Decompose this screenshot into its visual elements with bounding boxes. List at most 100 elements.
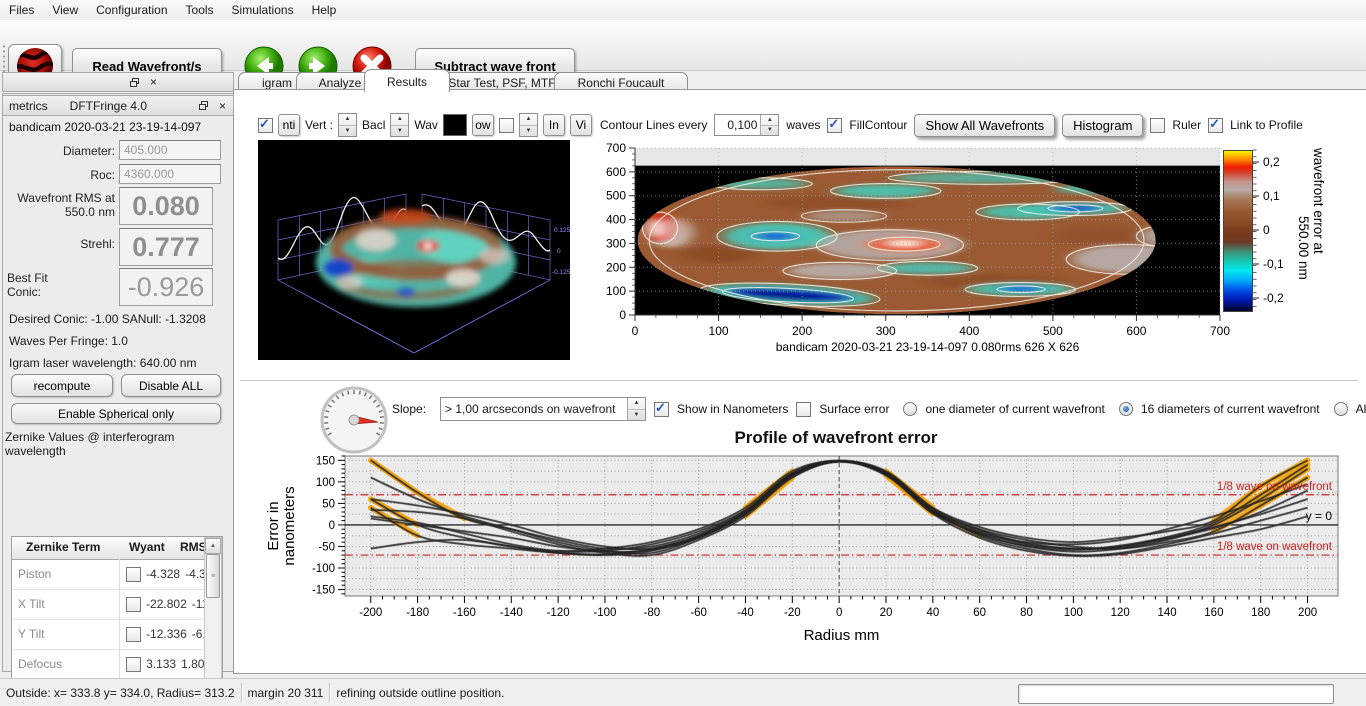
- histogram-button[interactable]: Histogram: [1062, 114, 1143, 137]
- colorbar-axis: 0,20,10-0,1-0,2: [1253, 140, 1301, 340]
- zernike-term-label: Defocus: [12, 649, 120, 679]
- wave-color-swatch[interactable]: [443, 114, 467, 136]
- surface3d-checkbox-1[interactable]: [258, 118, 273, 133]
- surface3d-button-3[interactable]: In: [543, 114, 565, 136]
- y0-label: y = 0: [1306, 509, 1333, 523]
- status-message: refining outside outline position.: [336, 686, 504, 700]
- scroll-up-arrow-icon[interactable]: ▲: [205, 538, 221, 554]
- colorbar-title: wavefront error at550.00 nm: [1296, 148, 1326, 348]
- surface3d-button-1[interactable]: nti: [278, 114, 300, 136]
- zernike-caption: Zernike Values @ interferogram wavelengt…: [5, 430, 233, 458]
- disable-all-button[interactable]: Disable ALL: [121, 374, 221, 397]
- roc-field[interactable]: 4360.000: [119, 164, 221, 184]
- diameter-label: Diameter:: [7, 144, 115, 158]
- zernike-rms-value: -6.1: [192, 627, 205, 641]
- ruler-checkbox[interactable]: [1150, 118, 1165, 133]
- profile-radio-1[interactable]: [1119, 402, 1133, 416]
- surface3d-view[interactable]: 0.125 0 -0.125: [258, 140, 570, 360]
- surface3d-toolbar: ntiVert :▲▼Bacl▲▼Wavow▲▼InVi: [258, 113, 592, 137]
- profile-ylabel: Error innanometers: [265, 486, 298, 565]
- slope-label: Slope:: [392, 402, 426, 416]
- profile-y-tick-label: -100: [312, 563, 335, 575]
- menu-view[interactable]: View: [43, 1, 87, 19]
- menu-bar: FilesViewConfigurationToolsSimulationsHe…: [0, 0, 1366, 21]
- menu-configuration[interactable]: Configuration: [87, 1, 176, 19]
- profile-x-tick-label: -160: [453, 607, 476, 619]
- zernike-enable-checkbox[interactable]: [126, 567, 141, 582]
- col-rms[interactable]: RMS: [180, 540, 207, 554]
- zernike-rms-value: -4.32: [185, 567, 205, 581]
- col-wyant[interactable]: Wyant: [129, 540, 165, 554]
- wave-label: Wav: [414, 118, 438, 132]
- surface3d-spinner[interactable]: ▲▼: [519, 113, 538, 137]
- rms-value: 0.080: [119, 187, 213, 225]
- slope-spinbox[interactable]: > 1,00 arcseconds on wavefront▲▼: [440, 397, 646, 421]
- splitter-handle[interactable]: [240, 380, 1358, 384]
- surface3d-button-4[interactable]: Vi: [570, 114, 592, 136]
- show-nanometers-checkbox[interactable]: [654, 402, 669, 417]
- rms-label: Wavefront RMS at550.0 nm: [7, 191, 115, 219]
- zernike-enable-checkbox[interactable]: [126, 597, 141, 612]
- surface3d-checkbox-2[interactable]: [499, 118, 514, 133]
- slope-arrows[interactable]: ▲▼: [627, 398, 645, 420]
- menu-tools[interactable]: Tools: [177, 1, 223, 19]
- dock-float-button[interactable]: [127, 76, 142, 89]
- menu-files[interactable]: Files: [0, 1, 43, 19]
- contour-chart: 0100200300400500600700010020030040050060…: [590, 140, 1366, 360]
- app-window: FilesViewConfigurationToolsSimulationsHe…: [0, 0, 1366, 706]
- profile-x-tick-label: 40: [926, 607, 939, 619]
- statusbar-separator: [329, 683, 330, 703]
- fill-contour-checkbox[interactable]: [827, 118, 842, 133]
- metrics-close-icon[interactable]: ×: [215, 99, 230, 112]
- profile-x-tick-label: -20: [784, 607, 801, 619]
- vscroll-thumb[interactable]: ≡: [206, 554, 220, 598]
- contour-interval-value: 0,100: [715, 118, 760, 132]
- contour-controls: Contour Lines every0,100▲▼wavesFillConto…: [600, 112, 1303, 138]
- profile-canvas[interactable]: 1/8 wave on wavefront1/8 wave on wavefro…: [250, 448, 1355, 660]
- zernike-term-label: X Tilt: [12, 589, 120, 619]
- z-axis-tick-label: -0.125: [552, 269, 570, 276]
- col-zernike-term[interactable]: Zernike Term: [26, 540, 100, 554]
- profile-radio-2[interactable]: [1334, 402, 1348, 416]
- recompute-button[interactable]: recompute: [11, 374, 113, 397]
- zernike-row[interactable]: X Tilt-22.802-11.: [12, 589, 205, 620]
- fill-contour-label: FillContour: [849, 118, 907, 132]
- contour-x-tick-label: 500: [1043, 324, 1063, 338]
- show-all-wavefronts-button[interactable]: Show All Wavefronts: [914, 114, 1055, 137]
- zernike-values: -4.328-4.32: [120, 567, 205, 582]
- background-spinner[interactable]: ▲▼: [390, 113, 409, 137]
- strehl-label: Strehl:: [7, 237, 115, 251]
- zernike-enable-checkbox[interactable]: [126, 627, 141, 642]
- profile-x-tick-label: 140: [1157, 607, 1176, 619]
- link-to-profile-checkbox[interactable]: [1208, 118, 1223, 133]
- menu-simulations[interactable]: Simulations: [223, 1, 303, 19]
- menu-help[interactable]: Help: [303, 1, 346, 19]
- profile-x-tick-label: -200: [359, 607, 382, 619]
- profile-chart[interactable]: 1/8 wave on wavefront1/8 wave on wavefro…: [250, 448, 1355, 660]
- zernike-row[interactable]: Y Tilt-12.336-6.1: [12, 619, 205, 650]
- profile-x-tick-label: -140: [500, 607, 523, 619]
- contour-interval-spinbox[interactable]: 0,100▲▼: [714, 114, 779, 136]
- zernike-enable-checkbox[interactable]: [126, 657, 141, 672]
- colorbar-tick-label: 0,2: [1263, 155, 1280, 169]
- enable-spherical-button[interactable]: Enable Spherical only: [11, 403, 221, 424]
- surface3d-button-2[interactable]: ow: [472, 114, 494, 136]
- vert-spinner[interactable]: ▲▼: [338, 113, 357, 137]
- metrics-float-button[interactable]: [196, 99, 211, 112]
- contour-interval-arrows[interactable]: ▲▼: [760, 115, 778, 135]
- diameter-field[interactable]: 405.000: [119, 140, 221, 160]
- zernike-row[interactable]: Defocus3.1331.809: [12, 649, 205, 680]
- surface-error-checkbox[interactable]: [796, 402, 811, 417]
- zernike-row[interactable]: Piston-4.328-4.32: [12, 559, 205, 590]
- surface3d-canvas[interactable]: 0.125 0 -0.125: [258, 140, 570, 360]
- zernike-term-label: Piston: [12, 559, 120, 589]
- zernike-wyant-value: -12.336: [146, 627, 187, 641]
- status-outside: Outside: x= 333.8 y= 334.0, Radius= 313.…: [6, 686, 235, 700]
- zernike-wyant-value: -22.802: [146, 597, 187, 611]
- dock-close-icon[interactable]: ×: [146, 76, 161, 89]
- metrics-panel: bandicam 2020-03-21 23-19-14-097 Diamete…: [2, 93, 234, 672]
- tab-results[interactable]: Results: [364, 69, 450, 92]
- roc-label: Roc:: [7, 168, 115, 182]
- contour-y-tick-label: 700: [606, 141, 626, 155]
- profile-radio-0[interactable]: [903, 402, 917, 416]
